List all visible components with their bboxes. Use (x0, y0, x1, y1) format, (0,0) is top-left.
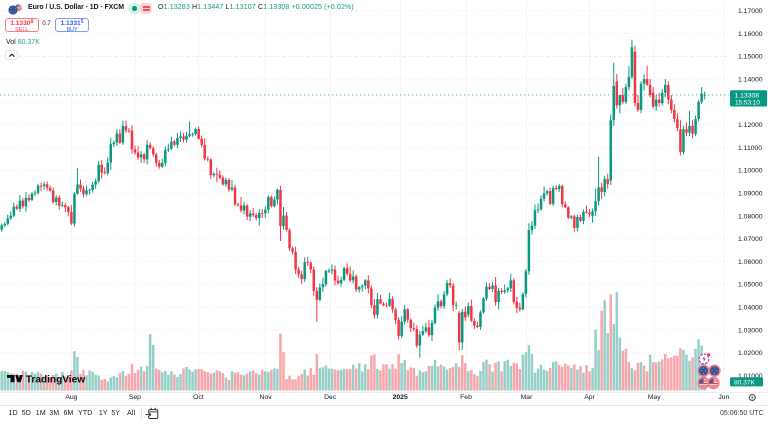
svg-text:Aug: Aug (65, 394, 77, 401)
svg-text:Feb: Feb (460, 394, 472, 401)
svg-text:May: May (648, 394, 661, 401)
svg-text:15:53:10: 15:53:10 (735, 100, 760, 107)
svg-text:Apr: Apr (584, 394, 595, 401)
svg-text:1.13308: 1.13308 (735, 92, 760, 99)
svg-text:1.16000: 1.16000 (738, 31, 763, 38)
svg-text:1.05000: 1.05000 (738, 282, 763, 289)
svg-text:Nov: Nov (260, 394, 273, 401)
svg-text:TradingView: TradingView (26, 374, 85, 385)
svg-text:1.12000: 1.12000 (738, 122, 763, 129)
svg-text:1.01000: 1.01000 (738, 373, 763, 380)
svg-text:1.17000: 1.17000 (738, 8, 763, 15)
svg-text:1.10000: 1.10000 (738, 168, 763, 175)
svg-text:Dec: Dec (324, 394, 337, 401)
svg-text:Jun: Jun (718, 394, 729, 401)
svg-text:1.09000: 1.09000 (738, 191, 763, 198)
svg-text:1.03000: 1.03000 (738, 327, 763, 334)
svg-text:1.07000: 1.07000 (738, 236, 763, 243)
svg-text:Oct: Oct (193, 394, 204, 401)
svg-text:Mar: Mar (521, 394, 533, 401)
svg-text:Sep: Sep (129, 394, 141, 401)
svg-text:1.14000: 1.14000 (738, 77, 763, 84)
svg-text:1.04000: 1.04000 (738, 305, 763, 312)
svg-text:1.06000: 1.06000 (738, 259, 763, 266)
svg-text:1.02000: 1.02000 (738, 350, 763, 357)
svg-text:1.11000: 1.11000 (738, 145, 762, 152)
svg-text:80.37K: 80.37K (734, 379, 756, 386)
svg-text:1.08000: 1.08000 (738, 213, 763, 220)
svg-text:1.15000: 1.15000 (738, 54, 763, 61)
svg-text:2025: 2025 (393, 394, 408, 401)
